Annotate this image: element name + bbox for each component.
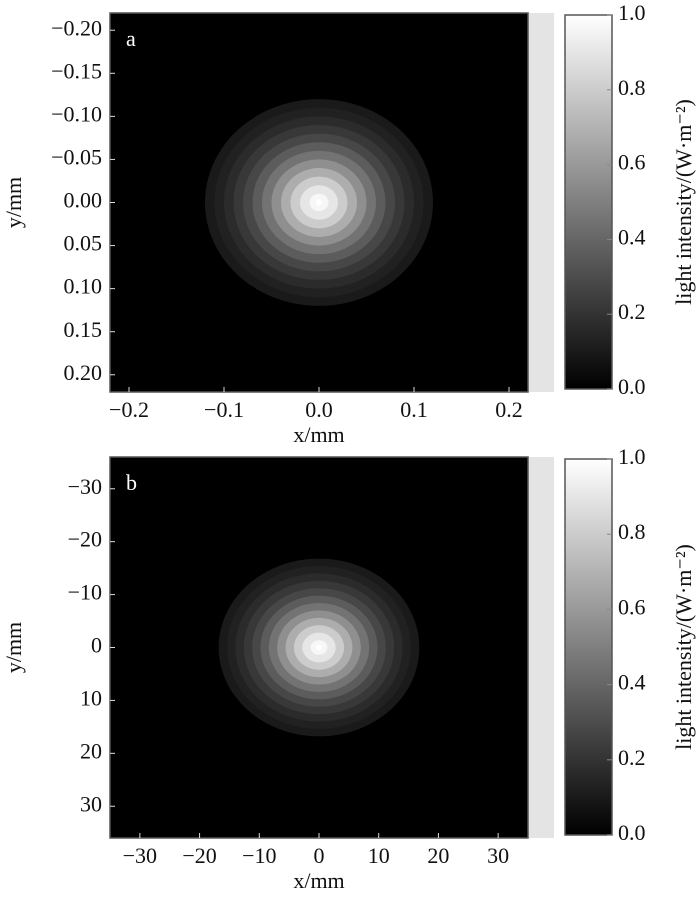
- x-tick-label: 0.1: [400, 397, 428, 422]
- x-tick-label: 20: [427, 843, 449, 868]
- y-tick-label: 30: [80, 791, 102, 816]
- colorbar-tick-label: 0.2: [618, 745, 646, 770]
- colorbar: [564, 458, 613, 836]
- colorbar-tick-label: 0.6: [618, 150, 646, 175]
- colorbar-tick-label: 0.2: [618, 299, 646, 324]
- colorbar-tick-label: 1.0: [618, 444, 646, 469]
- colorbar-tick-label: 0.0: [618, 374, 646, 399]
- y-tick-label: −0.05: [51, 144, 102, 169]
- x-tick-label: 0.2: [495, 397, 523, 422]
- y-tick-label: 0: [91, 633, 102, 658]
- x-tick-label: 10: [368, 843, 390, 868]
- y-tick-label: −30: [68, 474, 102, 499]
- colorbar-label: light intensity/(W·m⁻²): [671, 99, 696, 305]
- colorbar-tick-label: 1.0: [618, 0, 646, 25]
- x-tick-label: −10: [242, 843, 276, 868]
- panel-label: a: [126, 26, 136, 51]
- colorbar: [564, 14, 613, 390]
- y-axis-label: y/mm: [1, 622, 26, 673]
- colorbar-label: light intensity/(W·m⁻²): [671, 544, 696, 750]
- x-tick-label: −20: [182, 843, 216, 868]
- intensity-peak: [316, 199, 322, 206]
- y-tick-label: 0.20: [64, 360, 103, 385]
- colorbar-tick-label: 0.4: [618, 224, 646, 249]
- x-tick-label: −0.2: [109, 397, 149, 422]
- y-tick-label: −0.20: [51, 15, 102, 40]
- side-strip: [528, 13, 554, 392]
- colorbar-tick-label: 0.8: [618, 75, 646, 100]
- y-tick-label: −10: [68, 580, 102, 605]
- y-tick-label: 0.05: [64, 231, 103, 256]
- side-strip: [528, 457, 554, 838]
- x-tick-label: 0.0: [305, 397, 333, 422]
- x-tick-label: 0: [314, 843, 325, 868]
- colorbar-tick-label: 0.6: [618, 594, 646, 619]
- y-tick-label: −20: [68, 527, 102, 552]
- colorbar-tick-label: 0.8: [618, 519, 646, 544]
- y-tick-label: 10: [80, 685, 102, 710]
- colorbar-tick-label: 0.0: [618, 820, 646, 845]
- x-tick-label: −0.1: [204, 397, 244, 422]
- y-tick-label: −0.15: [51, 58, 102, 83]
- x-tick-label: −30: [123, 843, 157, 868]
- y-tick-label: 0.10: [64, 274, 103, 299]
- y-axis-label: y/mm: [1, 177, 26, 228]
- x-axis-label: x/mm: [293, 868, 344, 893]
- colorbar-tick-label: 0.4: [618, 670, 646, 695]
- y-tick-label: 0.00: [64, 188, 103, 213]
- x-tick-label: 30: [487, 843, 509, 868]
- y-tick-label: −0.10: [51, 101, 102, 126]
- y-tick-label: 0.15: [64, 317, 103, 342]
- panel-label: b: [126, 470, 137, 495]
- x-axis-label: x/mm: [293, 422, 344, 447]
- y-tick-label: 20: [80, 738, 102, 763]
- intensity-peak: [316, 644, 322, 651]
